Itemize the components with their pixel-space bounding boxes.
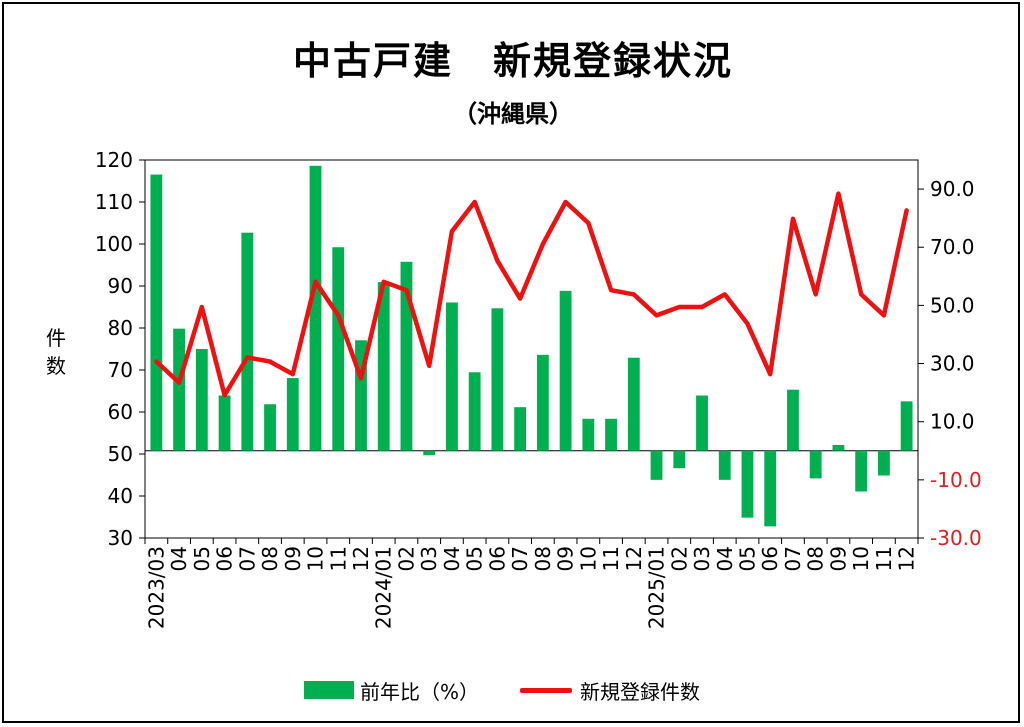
x-tick-label: 06 <box>485 546 509 571</box>
bar <box>173 328 186 451</box>
plot-area-border <box>144 159 919 539</box>
x-tick-label: 08 <box>258 546 282 571</box>
bar <box>150 174 163 451</box>
x-tick-label: 05 <box>190 546 214 571</box>
x-tick-label: 2024/01 <box>372 546 396 629</box>
bar <box>855 450 868 492</box>
bar <box>491 308 504 451</box>
y-tick-label-left: 60 <box>108 400 133 424</box>
y-tick-label-right: 90.0 <box>930 177 975 201</box>
y-tick-label-right: 70.0 <box>930 235 975 259</box>
bar <box>286 378 299 451</box>
bar <box>718 450 731 480</box>
legend: 前年比（%） 新規登録件数 <box>4 675 1022 705</box>
x-tick-label: 12 <box>349 546 373 571</box>
y-tick-label-left: 100 <box>95 232 133 256</box>
bar <box>446 302 458 451</box>
bar <box>650 450 663 480</box>
x-tick-label: 04 <box>713 546 737 571</box>
legend-line-label: 新規登録件数 <box>580 679 700 704</box>
x-tick-label: 10 <box>304 546 328 571</box>
y-tick-label-left: 70 <box>108 358 133 382</box>
x-tick-label: 05 <box>735 546 759 571</box>
x-tick-label: 09 <box>826 546 850 571</box>
y-tick-label-left: 120 <box>95 148 133 172</box>
x-tick-label: 07 <box>508 546 532 571</box>
y-tick-label-right: 50.0 <box>930 293 975 317</box>
y-tick-label-right: -30.0 <box>930 526 982 550</box>
bar <box>764 450 777 527</box>
bar <box>309 165 322 451</box>
x-tick-label: 11 <box>326 546 350 571</box>
y-tick-label-left: 110 <box>95 190 133 214</box>
bar <box>787 389 799 451</box>
y-tick-label-right: 30.0 <box>930 352 975 376</box>
bar <box>696 395 708 451</box>
x-tick-label: 06 <box>758 546 782 571</box>
bar <box>900 401 913 451</box>
y-tick-label-left: 30 <box>108 526 133 550</box>
bar <box>400 261 413 451</box>
y-tick-label-right: -10.0 <box>930 468 982 492</box>
x-tick-label: 02 <box>394 546 418 571</box>
bar <box>582 418 595 451</box>
bar <box>832 444 845 451</box>
series-line <box>154 191 909 398</box>
x-tick-label: 08 <box>804 546 828 571</box>
bar <box>195 349 208 451</box>
bar <box>264 404 276 451</box>
chart-subtitle: （沖縄県） <box>453 100 573 128</box>
combo-chart: 30 40 50 60 70 80 90 100 110 120 -30.0 -10.0 10.0 30.… <box>95 148 982 629</box>
y-tick-label-left: 40 <box>108 484 133 508</box>
bar <box>423 450 436 456</box>
bar <box>468 372 481 451</box>
x-tick-label: 08 <box>531 546 555 571</box>
x-tick-label: 05 <box>463 546 487 571</box>
x-tick-label: 2023/03 <box>144 546 168 629</box>
bar <box>559 290 572 451</box>
x-tick-label: 11 <box>599 546 623 571</box>
y-tick-label-right: 10.0 <box>930 410 975 434</box>
y-axis-label-left: 件数 <box>46 326 66 378</box>
bar <box>218 395 231 451</box>
x-tick-label: 03 <box>690 546 714 571</box>
bar <box>355 340 367 451</box>
legend-item-bar: 前年比（%） <box>304 675 479 705</box>
bar <box>877 450 890 476</box>
bar <box>241 232 254 451</box>
bar <box>536 354 549 451</box>
legend-item-line: 新規登録件数 <box>520 675 700 705</box>
y-tick-label-left: 50 <box>108 442 133 466</box>
y-tick-label-left: 80 <box>108 316 133 340</box>
bar <box>605 418 617 451</box>
x-tick-label: 04 <box>440 546 464 571</box>
x-tick-label: 06 <box>213 546 237 571</box>
x-tick-label: 02 <box>667 546 691 571</box>
legend-bar-swatch <box>304 681 354 699</box>
x-tick-label: 2025/01 <box>645 546 669 629</box>
bar <box>332 247 345 451</box>
x-tick-label: 12 <box>895 546 919 571</box>
chart-title: 中古戸建 新規登録状況 <box>292 39 733 83</box>
bar <box>809 450 822 479</box>
x-tick-label: 10 <box>576 546 600 571</box>
bar <box>377 282 390 451</box>
x-tick-label: 10 <box>849 546 873 571</box>
x-tick-label: 09 <box>554 546 578 571</box>
legend-bar-label: 前年比（%） <box>360 679 480 704</box>
x-tick-label: 09 <box>281 546 305 571</box>
x-tick-label: 07 <box>781 546 805 571</box>
bar <box>627 357 640 451</box>
bar <box>741 450 754 518</box>
x-tick-label: 12 <box>622 546 646 571</box>
x-tick-label: 11 <box>872 546 896 571</box>
x-tick-label: 03 <box>417 546 441 571</box>
bar <box>673 450 686 469</box>
x-tick-label: 07 <box>235 546 259 571</box>
legend-line-swatch <box>520 687 572 693</box>
y-tick-label-left: 90 <box>108 274 133 298</box>
x-tick-label: 04 <box>167 546 191 571</box>
bar <box>514 407 527 451</box>
